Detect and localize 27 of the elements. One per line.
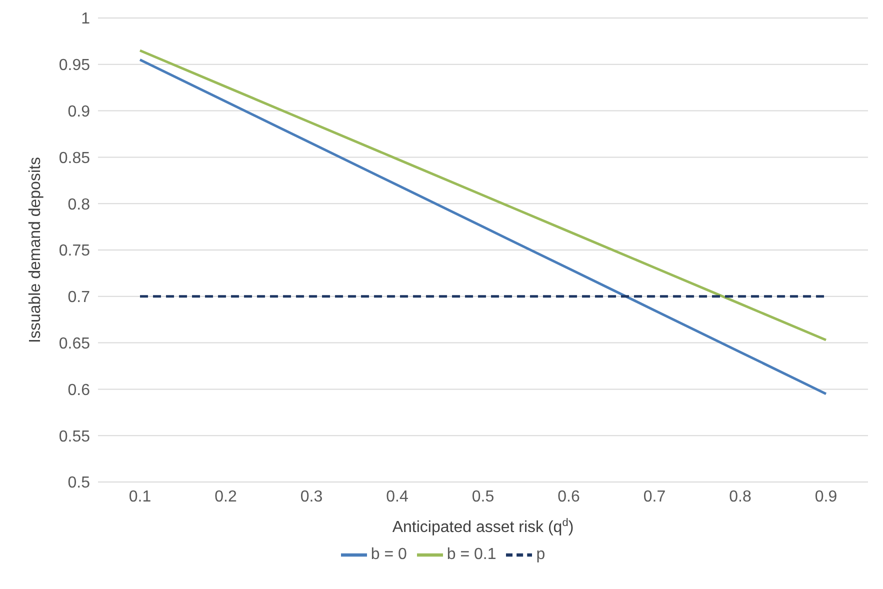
y-tick-label: 0.7 [68,289,90,306]
y-tick-label: 0.65 [58,335,90,352]
legend-label: p [536,546,546,564]
line-series [138,49,828,342]
y-tick-label: 0.95 [58,57,90,74]
x-tick-label: 0.7 [643,488,666,506]
y-tick-label: 1 [81,10,90,28]
x-tick-label: 0.9 [814,488,838,506]
x-tick-label: 0.8 [729,488,752,506]
x-tick-label: 0.4 [386,488,408,506]
y-tick-label: 0.55 [58,428,90,446]
x-tick-label: 0.6 [558,488,580,506]
line-series [138,58,828,396]
x-tick-label: 0.2 [214,488,237,506]
y-tick-label: 0.85 [58,150,90,167]
y-tick-label: 0.9 [68,103,90,120]
y-tick-label: 0.5 [68,474,90,492]
legend-label: b = 0.1 [446,546,496,564]
x-tick-label: 0.1 [128,488,152,506]
x-axis-title: Anticipated asset risk (q$^{d}$) [392,517,574,536]
y-tick-label: 0.75 [58,242,90,260]
y-tick-label: 0.6 [68,382,90,399]
y-tick-label: 0.8 [68,196,90,214]
y-axis-title: Issuable demand deposits [27,157,44,343]
x-tick-label: 0.3 [300,488,323,506]
legend-label: b = 0 [370,546,407,564]
x-tick-label: 0.5 [472,488,494,506]
